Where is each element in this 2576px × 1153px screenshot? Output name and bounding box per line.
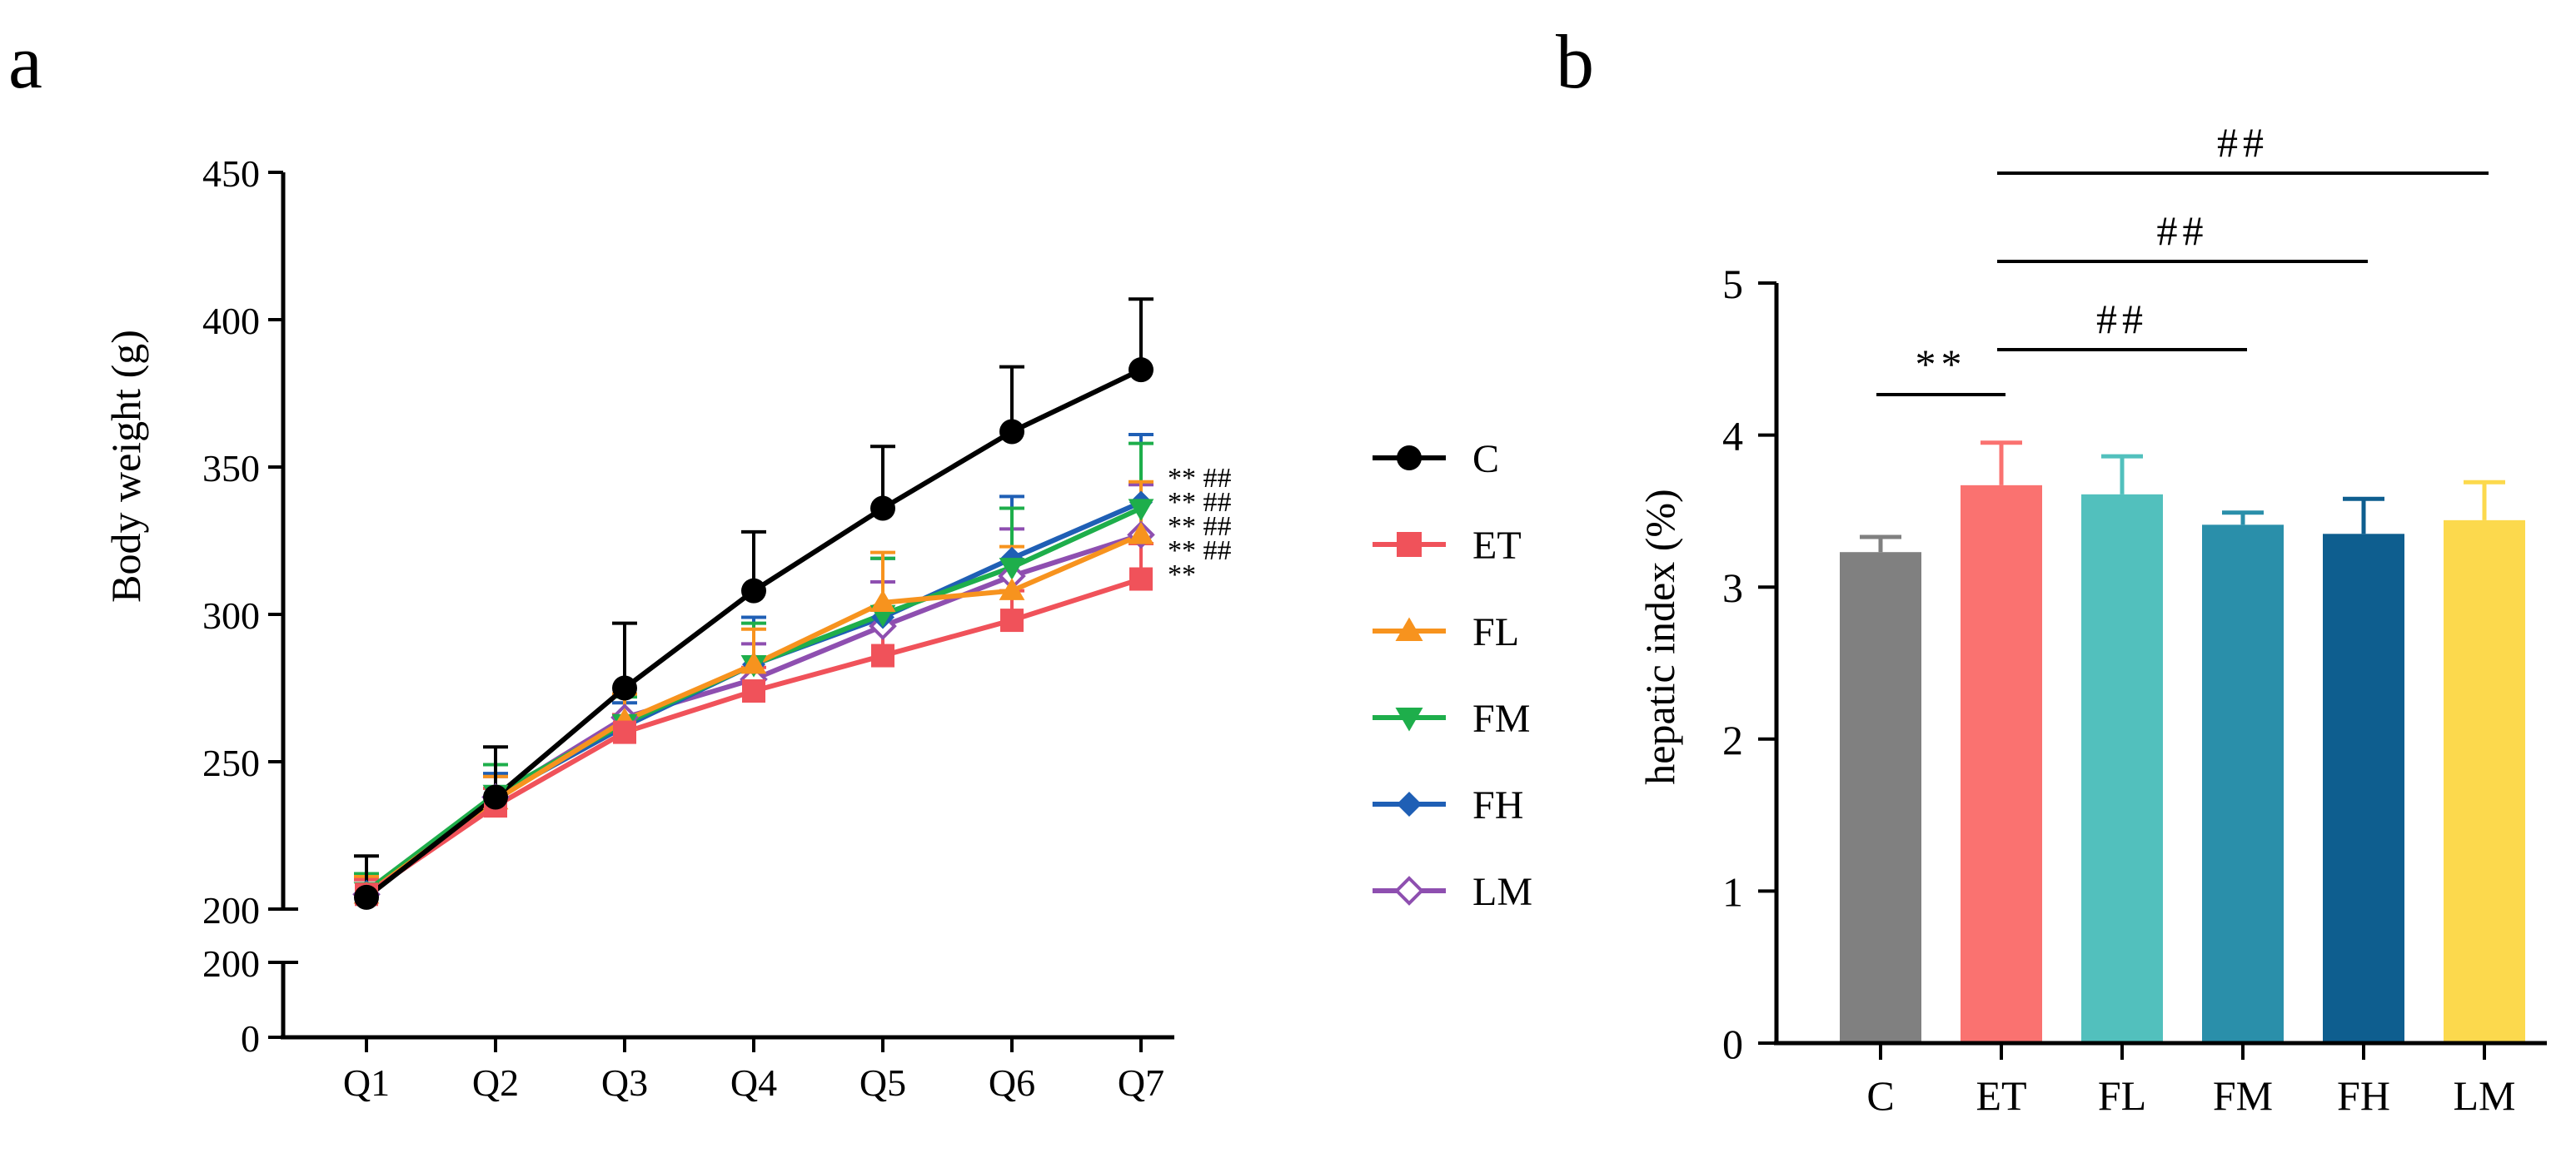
b-x-tick-label: LM [2454,1072,2516,1119]
a-significance-annotation: ** ## [1168,487,1232,518]
a-y-tick-label-upper: 200 [202,889,260,932]
a-legend-marker-fh [1397,792,1422,817]
panel-b-error-bars [1860,440,2505,553]
panel-a-markers [352,357,1155,910]
a-x-tick-label: Q5 [859,1061,906,1104]
panel-b-y-axis-label: hepatic index (%) [1637,489,1683,784]
a-x-tick-label: Q1 [343,1061,390,1104]
a-point-fl [1128,522,1154,544]
panel-a-legend: C ET FL FM FH LM [1373,437,1532,914]
b-y-tick-label: 1 [1722,868,1743,915]
a-significance-annotation: ** ## [1168,535,1232,566]
a-legend-marker-lm [1394,876,1424,906]
a-legend-marker-fl [1395,617,1423,641]
a-x-tick-label: Q3 [601,1061,648,1104]
a-point-c [870,495,895,521]
a-legend-label-fh: FH [1472,783,1523,827]
b-bracket-label: ## [2217,119,2269,166]
panel-a-line-chart: a 200 250 300 350 400 450 0 200 Q1 Q2 Q3 Q4 Q5 Q6 Q7 *… [8,19,1532,1104]
panel-b-axes: 0 1 2 3 4 5 C ET FL FM FH LM [1722,261,2547,1119]
a-y-tick-label-upper: 350 [202,447,260,490]
b-bracket-label: ## [2157,207,2209,254]
a-point-et [1000,609,1024,633]
a-significance-annotation: ** ## [1168,511,1232,542]
b-bar-fm [2202,524,2284,1043]
a-point-c [1129,357,1153,383]
a-x-tick-label: Q2 [472,1061,519,1104]
a-point-fm [1128,499,1154,521]
a-legend-marker-et [1397,532,1422,557]
b-x-tick-label: FL [2098,1072,2146,1119]
a-x-tick-label: Q6 [989,1061,1035,1104]
panel-a-significance-annotations: ** ##** ##** ##** ##** [1168,463,1232,590]
a-point-c [999,419,1024,445]
b-x-tick-label: ET [1976,1072,2026,1119]
panel-a-axes: 200 250 300 350 400 450 0 200 Q1 Q2 Q3 Q4 Q5 Q6 Q7 [202,152,1174,1104]
a-y-tick-label-lower: 200 [202,942,260,985]
a-point-et [871,644,894,668]
a-legend-label-c: C [1472,437,1499,481]
b-x-tick-label: FH [2337,1072,2390,1119]
a-point-c [612,675,637,701]
a-significance-annotation: ** ## [1168,463,1232,494]
b-bar-c [1840,552,1921,1043]
panel-a-label: a [8,19,42,104]
b-y-tick-label: 5 [1722,261,1743,307]
a-y-tick-label-upper: 400 [202,300,260,342]
a-point-fl [869,589,896,613]
b-bar-fh [2323,534,2404,1043]
b-bracket-label: ** [1916,340,1967,387]
b-y-tick-label: 4 [1722,413,1743,460]
panel-b-significance-brackets: **###### [1876,119,2489,396]
b-bar-fl [2081,494,2163,1043]
a-legend-label-lm: LM [1472,870,1532,914]
a-point-c [741,578,766,604]
a-x-tick-label: Q4 [730,1061,777,1104]
a-y-tick-label-lower: 0 [241,1017,260,1060]
a-x-tick-label: Q7 [1118,1061,1164,1104]
b-bar-et [1961,485,2042,1043]
a-legend-label-fl: FL [1472,610,1519,654]
a-point-fm [999,558,1025,580]
panel-b-label: b [1556,19,1594,104]
b-y-tick-label: 0 [1722,1021,1743,1067]
b-y-tick-label: 3 [1722,564,1743,611]
a-y-tick-label-upper: 250 [202,742,260,784]
a-point-fl [740,651,767,674]
panel-a-y-axis-label: Body weight (g) [102,330,149,603]
a-y-tick-label-upper: 450 [202,152,260,195]
b-x-tick-label: C [1866,1072,1894,1119]
b-bracket-label: ## [2096,296,2148,342]
panel-b-bars [1840,485,2525,1043]
b-x-tick-label: FM [2213,1072,2273,1119]
a-point-et [1129,567,1153,591]
a-point-et [742,679,765,703]
b-y-tick-label: 2 [1722,717,1743,763]
a-legend-marker-fm [1395,708,1423,732]
a-legend-marker-c [1397,445,1422,470]
a-point-et [613,720,636,744]
a-significance-annotation: ** [1168,559,1196,590]
a-point-fl [999,578,1025,600]
a-legend-label-et: ET [1472,524,1522,568]
b-bar-lm [2444,519,2525,1043]
a-point-c [354,884,379,910]
a-point-c [483,784,508,810]
a-y-tick-label-upper: 300 [202,594,260,637]
a-legend-label-fm: FM [1472,697,1530,741]
